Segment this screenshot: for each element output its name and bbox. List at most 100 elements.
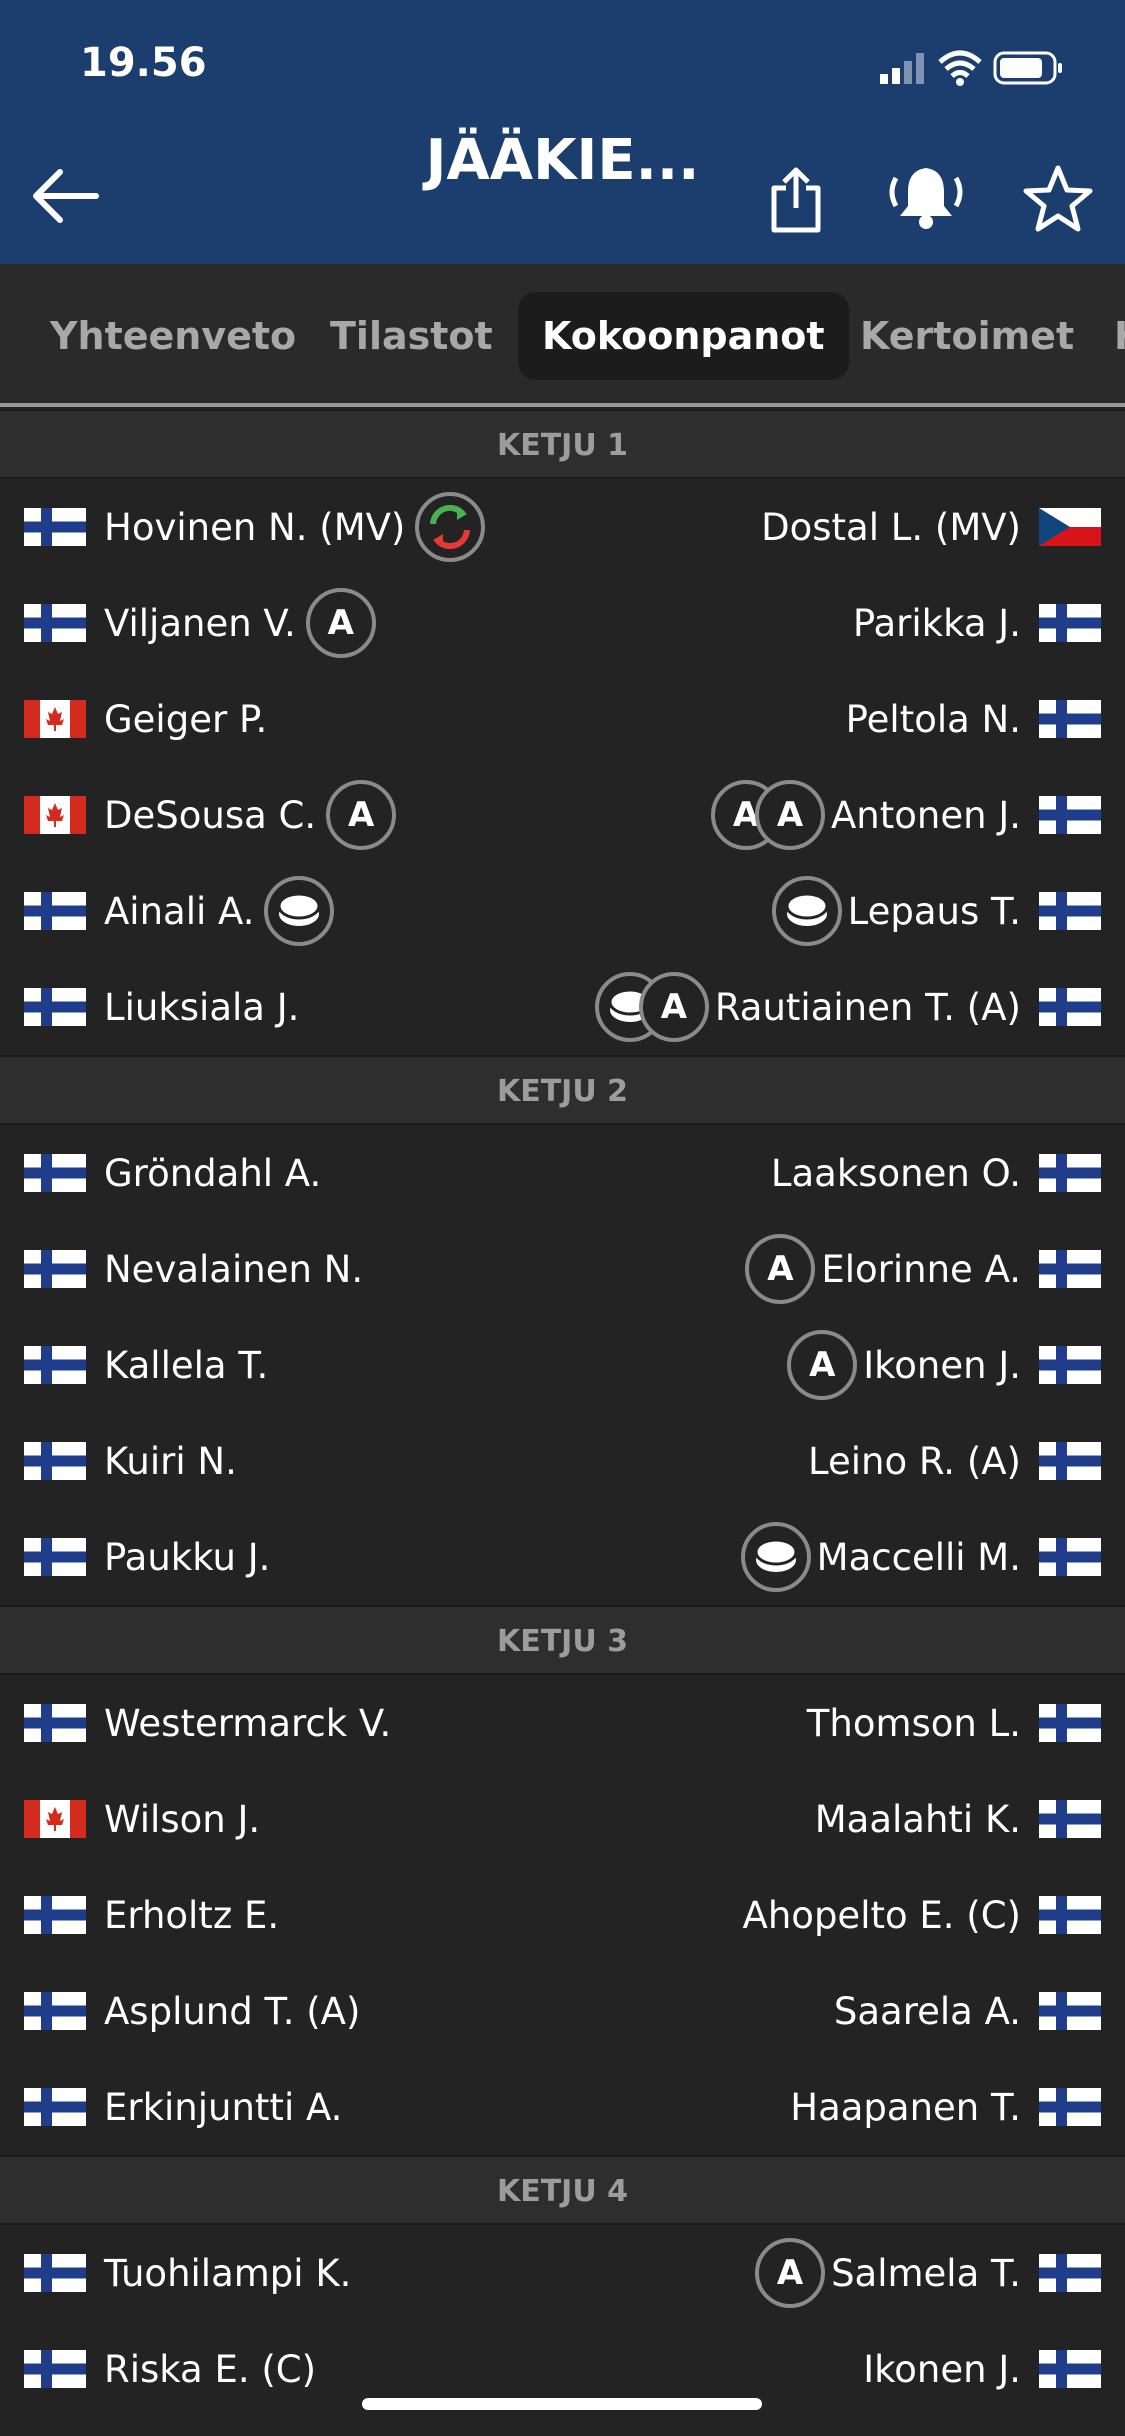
signal-bar [880,74,888,84]
away-player: Dostal L. (MV) [563,505,1101,549]
flag-part-part [1039,1263,1101,1275]
flag [1039,1154,1101,1192]
flag-part-part [24,1263,86,1275]
home-indicator [362,2398,762,2410]
away-player: Leino R. (A) [563,1440,1101,1483]
lineup-row: Riska E. (C) Ikonen J. [0,2321,1125,2417]
flag-part [24,2254,86,2292]
home-player: Nevalainen N. [24,1248,563,1291]
flag-part [1039,2350,1101,2388]
player-name: Ikonen J. [863,1343,1021,1387]
flag [24,1896,86,1934]
flag-part-part [24,2005,86,2017]
flag-part-part [24,1551,86,1563]
flag [24,988,86,1026]
flag [24,2088,86,2126]
signal-bar [904,61,912,84]
away-player: A Rautiainen T. (A) [563,972,1101,1042]
captain-badge: A [638,972,709,1042]
flag [1039,700,1101,738]
lineup-row: Asplund T. (A) Saarela A. [0,1963,1125,2059]
flag-part [1039,1992,1101,2030]
player-name: Salmela T. [831,2251,1021,2295]
sub-badge-part-part [433,534,444,548]
lineup-row: Erkinjuntti A. Haapanen T. [0,2059,1125,2155]
captain-badge: A [787,1330,858,1400]
battery [993,51,1057,85]
favorite-button[interactable] [1022,164,1094,234]
bell-waves [889,176,963,208]
flag-part-part [24,1359,86,1371]
flag-part-part [1039,1813,1101,1825]
notify-button[interactable] [884,162,968,234]
flag-part [24,1704,86,1742]
flag [24,1154,86,1192]
flag [1039,796,1101,834]
player-name: Wilson J. [104,1797,261,1841]
flag-part [24,796,86,834]
flag [1039,892,1101,930]
player-name: Ahopelto E. (C) [742,1893,1021,1937]
home-player: Gröndahl A. [24,1152,563,1195]
flag-part-part [24,617,86,629]
flag [24,1800,86,1838]
home-player: Hovinen N. (MV) [24,492,563,562]
player-name: Haapanen T. [790,2085,1021,2129]
away-player: Saarela A. [563,1989,1101,2033]
flag-part-part [1039,1551,1101,1563]
flag-part-part [1039,508,1070,546]
puck-badge-part [754,1538,798,1572]
flag-part [24,892,86,930]
tab[interactable]: Tilastot [330,314,493,358]
top-bar: 19.56 JÄÄKIE... [0,0,1125,264]
captain-badge: A [745,1234,816,1304]
home-player: Kuiri N. [24,1440,563,1483]
flag-part [1039,508,1101,546]
flag [24,1442,86,1480]
sub-badge-part [430,504,471,550]
wifi-icon [938,50,982,78]
player-name: Saarela A. [833,1989,1021,2033]
player-name: Ikonen J. [863,2347,1021,2391]
flag [24,1346,86,1384]
tab[interactable]: K [1090,292,1125,380]
status-icons [880,50,1062,86]
flag [24,700,86,738]
player-name: Maccelli M. [816,1535,1021,1579]
flag [1039,1800,1101,1838]
away-player: Ahopelto E. (C) [563,1893,1101,1937]
flag [1039,2088,1101,2126]
flag-part [24,700,86,738]
flag [24,796,86,834]
flag-part [24,1800,86,1838]
player-name: Lepaus T. [847,889,1021,933]
flag-part-part [24,1167,86,1179]
tab[interactable]: Kokoonpanot [518,292,849,380]
flag [1039,1896,1101,1934]
home-player: Tuohilampi K. [24,2252,563,2295]
tab[interactable]: Kertoimet [860,314,1075,358]
battery-tip [1058,63,1062,73]
home-player: Kallela T. [24,1344,563,1387]
lineup-row: Liuksiala J. A Rautiainen T. (A) [0,959,1125,1055]
player-name: Tuohilampi K. [104,2251,352,2295]
flag-part-part [24,2101,86,2113]
flag-part [1039,1896,1101,1934]
player-name: Kuiri N. [104,1439,237,1483]
puck-badge [264,876,335,946]
section-header: KETJU 1 [0,409,1125,479]
flag [24,892,86,930]
player-name: Dostal L. (MV) [761,505,1021,549]
away-player: Ikonen J. [563,2347,1101,2391]
tab[interactable]: Yhteenveto [50,314,297,358]
home-player: Wilson J. [24,1798,563,1841]
flag [1039,1346,1101,1384]
flag-part [1039,1346,1101,1384]
share-button[interactable] [768,166,824,234]
flag [1039,1992,1101,2030]
lineup-list: KETJU 1 Hovinen N. (MV) Dostal L. (MV) Vilj… [0,409,1125,2417]
player-name: Erkinjuntti A. [104,2085,343,2129]
away-player: A Ikonen J. [563,1330,1101,1400]
back-button[interactable] [30,166,102,226]
captain-badge: A [305,588,376,658]
